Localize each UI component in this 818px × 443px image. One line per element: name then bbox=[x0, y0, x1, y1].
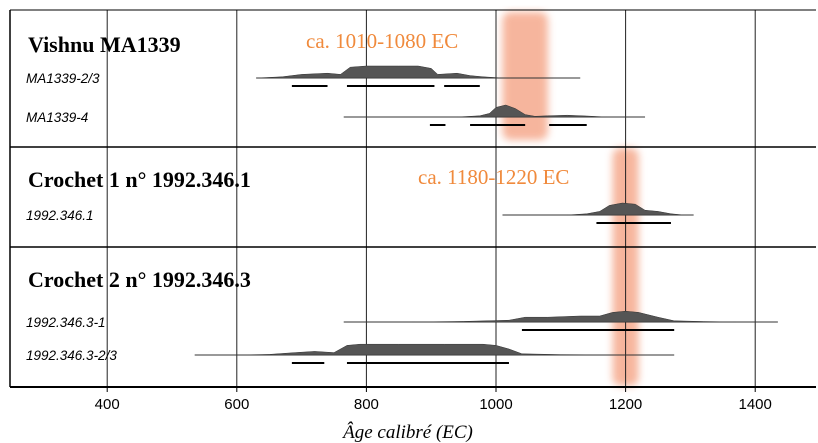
probability-distribution bbox=[567, 202, 684, 216]
panel-title: Crochet 1 n° 1992.346.1 bbox=[28, 167, 251, 192]
text-layer: 400 600 800 1000 1200 1400 ca. 1010-1080 EC ca.… bbox=[26, 29, 772, 413]
highlight-label: ca. 1180-1220 EC bbox=[418, 165, 569, 189]
highlight-band bbox=[502, 12, 548, 140]
panel-title: Crochet 2 n° 1992.346.3 bbox=[28, 267, 251, 292]
sample-label: 1992.346.1 bbox=[26, 208, 94, 223]
probability-distribution bbox=[236, 343, 626, 356]
x-tick-label: 1200 bbox=[609, 396, 642, 413]
frame bbox=[9, 9, 816, 392]
probability-distribution bbox=[256, 65, 503, 79]
sample-label: 1992.346.3-1 bbox=[26, 315, 106, 330]
x-tick-label: 400 bbox=[95, 396, 120, 413]
sample-label: MA1339-2/3 bbox=[26, 71, 100, 86]
x-tick-label: 1000 bbox=[479, 396, 512, 413]
x-tick-label: 800 bbox=[354, 396, 379, 413]
probability-distribution bbox=[411, 310, 736, 323]
data-layer bbox=[194, 65, 778, 364]
x-tick-label: 1400 bbox=[739, 396, 772, 413]
x-tick-label: 600 bbox=[224, 396, 249, 413]
probability-distribution bbox=[457, 104, 607, 118]
panel-title: Vishnu MA1339 bbox=[28, 32, 181, 57]
x-axis-title: Âge calibré (EC) bbox=[341, 421, 473, 443]
sample-label: MA1339-4 bbox=[26, 110, 88, 125]
highlight-label: ca. 1010-1080 EC bbox=[306, 29, 458, 53]
sample-label: 1992.346.3-2/3 bbox=[26, 348, 117, 363]
